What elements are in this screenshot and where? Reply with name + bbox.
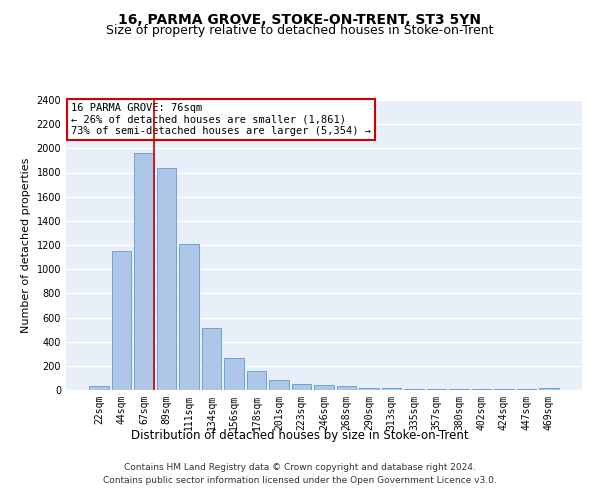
Bar — [359, 388, 379, 390]
Bar — [337, 386, 356, 390]
Text: Contains public sector information licensed under the Open Government Licence v3: Contains public sector information licen… — [103, 476, 497, 485]
Text: 16 PARMA GROVE: 76sqm
← 26% of detached houses are smaller (1,861)
73% of semi-d: 16 PARMA GROVE: 76sqm ← 26% of detached … — [71, 103, 371, 136]
Bar — [382, 388, 401, 390]
Bar — [224, 358, 244, 390]
Bar — [89, 386, 109, 390]
Text: 16, PARMA GROVE, STOKE-ON-TRENT, ST3 5YN: 16, PARMA GROVE, STOKE-ON-TRENT, ST3 5YN — [119, 12, 482, 26]
Text: Distribution of detached houses by size in Stoke-on-Trent: Distribution of detached houses by size … — [131, 428, 469, 442]
Bar — [269, 380, 289, 390]
Bar — [179, 244, 199, 390]
Bar — [247, 372, 266, 390]
Text: Contains HM Land Registry data © Crown copyright and database right 2024.: Contains HM Land Registry data © Crown c… — [124, 464, 476, 472]
Bar — [202, 328, 221, 390]
Bar — [404, 389, 424, 390]
Text: Size of property relative to detached houses in Stoke-on-Trent: Size of property relative to detached ho… — [106, 24, 494, 37]
Bar — [314, 384, 334, 390]
Bar — [292, 384, 311, 390]
Bar — [112, 251, 131, 390]
Bar — [134, 153, 154, 390]
Bar — [539, 388, 559, 390]
Y-axis label: Number of detached properties: Number of detached properties — [21, 158, 31, 332]
Bar — [157, 168, 176, 390]
